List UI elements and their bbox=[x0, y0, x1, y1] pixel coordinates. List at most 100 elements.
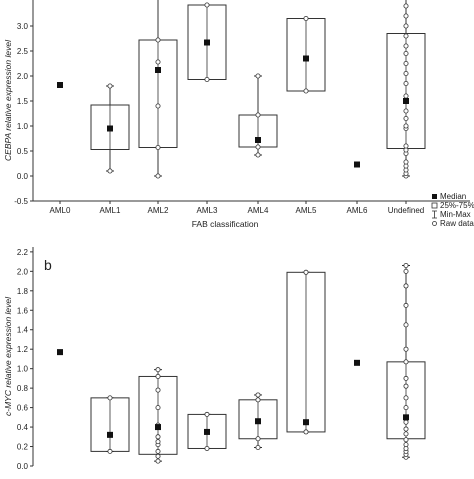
box-group-aml2 bbox=[138, 0, 178, 179]
raw-data-point bbox=[403, 359, 409, 365]
raw-data-point bbox=[155, 453, 161, 459]
y-tick-label: 0.4 bbox=[17, 423, 29, 432]
box-group-aml6 bbox=[354, 161, 360, 168]
box-group-aml1 bbox=[90, 395, 130, 454]
raw-data-point bbox=[155, 448, 161, 454]
median-marker bbox=[403, 98, 409, 104]
raw-data-point bbox=[403, 375, 409, 381]
x-tick-label: AML5 bbox=[296, 206, 317, 215]
y-tick-label: -0.5 bbox=[14, 197, 28, 206]
y-tick-label: 0.0 bbox=[17, 172, 29, 181]
raw-data-point bbox=[155, 367, 161, 373]
raw-data-point bbox=[155, 103, 161, 109]
chart-layer: -0.5 0.0 0.5 1.0 1.5 2.0 2.5 3.0 CEBPA relative … bbox=[3, 0, 474, 471]
x-tick-label: AML0 bbox=[50, 206, 71, 215]
raw-data-point bbox=[155, 37, 161, 43]
legend-box-swatch bbox=[431, 202, 438, 209]
median-marker bbox=[354, 161, 360, 168]
box-group-aml0 bbox=[57, 349, 63, 356]
raw-data-point bbox=[155, 387, 161, 393]
median-marker bbox=[255, 137, 261, 143]
raw-data-point bbox=[107, 448, 113, 454]
median-marker bbox=[107, 125, 113, 132]
raw-data-point bbox=[204, 77, 210, 83]
median-marker bbox=[155, 67, 161, 73]
y-tick-label: 1.4 bbox=[17, 326, 29, 335]
y-tick-label: 0.6 bbox=[17, 404, 29, 413]
raw-data-point bbox=[155, 144, 161, 150]
x-tick-label: AML2 bbox=[148, 206, 169, 215]
raw-data-point bbox=[403, 405, 409, 411]
raw-data-point bbox=[403, 431, 409, 437]
box-group-aml4 bbox=[238, 392, 278, 451]
x-axis-label: FAB classification bbox=[192, 219, 259, 229]
median-marker bbox=[57, 349, 63, 356]
box-group-aml1 bbox=[90, 83, 130, 174]
y-tick-label: 2.2 bbox=[17, 248, 29, 257]
panel-label: b bbox=[44, 257, 52, 273]
raw-data-point bbox=[255, 445, 261, 451]
legend-label: Raw data bbox=[440, 219, 474, 228]
median-marker bbox=[403, 414, 409, 421]
legend-raw-swatch bbox=[432, 221, 437, 226]
box-group-undefined bbox=[386, 0, 426, 179]
box-group-aml3 bbox=[187, 2, 227, 83]
raw-data-point bbox=[403, 442, 409, 448]
raw-data-point bbox=[155, 439, 161, 445]
raw-data-point bbox=[204, 2, 210, 8]
y-tick-label: 2.0 bbox=[17, 72, 29, 81]
raw-data-point bbox=[204, 445, 210, 451]
raw-data-point bbox=[155, 373, 161, 379]
raw-data-point bbox=[155, 458, 161, 464]
raw-data-point bbox=[403, 283, 409, 289]
y-tick-label: 1.5 bbox=[17, 97, 29, 106]
legend-label: 25%-75% bbox=[440, 201, 474, 210]
raw-data-point bbox=[403, 123, 409, 129]
raw-data-point bbox=[403, 13, 409, 19]
y-tick-label: 1.0 bbox=[17, 365, 29, 374]
median-marker bbox=[107, 431, 113, 438]
raw-data-point bbox=[403, 395, 409, 401]
raw-data-point bbox=[155, 59, 161, 65]
median-marker bbox=[204, 39, 210, 46]
raw-data-point bbox=[403, 108, 409, 114]
y-tick-label: 3.0 bbox=[17, 22, 29, 31]
raw-data-point bbox=[107, 395, 113, 401]
plot-area bbox=[57, 0, 426, 179]
box-group-aml5 bbox=[286, 269, 326, 435]
raw-data-point bbox=[155, 173, 161, 179]
y-tick-label: 0.0 bbox=[17, 462, 29, 471]
raw-data-point bbox=[403, 419, 409, 425]
box-group-aml6 bbox=[354, 359, 360, 366]
raw-data-point bbox=[107, 83, 113, 89]
y-tick-label: 2.5 bbox=[17, 47, 29, 56]
raw-data-point bbox=[403, 51, 409, 57]
raw-data-point bbox=[303, 88, 309, 94]
x-tick-label: AML1 bbox=[100, 206, 121, 215]
raw-data-point bbox=[403, 93, 409, 99]
raw-data-point bbox=[403, 346, 409, 352]
legend-label: Min-Max bbox=[440, 210, 471, 219]
median-marker bbox=[255, 418, 261, 425]
x-tick-label: AML4 bbox=[248, 206, 269, 215]
raw-data-point bbox=[303, 269, 309, 275]
y-tick-label: 0.8 bbox=[17, 384, 29, 393]
raw-data-point bbox=[403, 262, 409, 268]
y-axis-label: CEBPA relative expression level bbox=[3, 39, 13, 161]
raw-data-point bbox=[403, 426, 409, 432]
y-tick-label: 1.6 bbox=[17, 306, 29, 315]
raw-data-point bbox=[255, 73, 261, 79]
chart-panel-1: -0.5 0.0 0.5 1.0 1.5 2.0 2.5 3.0 CEBPA relative … bbox=[3, 0, 474, 229]
raw-data-point bbox=[403, 147, 409, 153]
median-marker bbox=[303, 419, 309, 426]
box-group-aml4 bbox=[238, 73, 278, 158]
x-tick-label: AML6 bbox=[347, 206, 368, 215]
y-tick-label: 1.2 bbox=[17, 345, 29, 354]
raw-data-point bbox=[255, 392, 261, 398]
raw-data-point bbox=[403, 71, 409, 77]
median-marker bbox=[354, 359, 360, 366]
raw-data-point bbox=[403, 3, 409, 9]
raw-data-point bbox=[403, 116, 409, 122]
raw-data-point bbox=[403, 268, 409, 274]
